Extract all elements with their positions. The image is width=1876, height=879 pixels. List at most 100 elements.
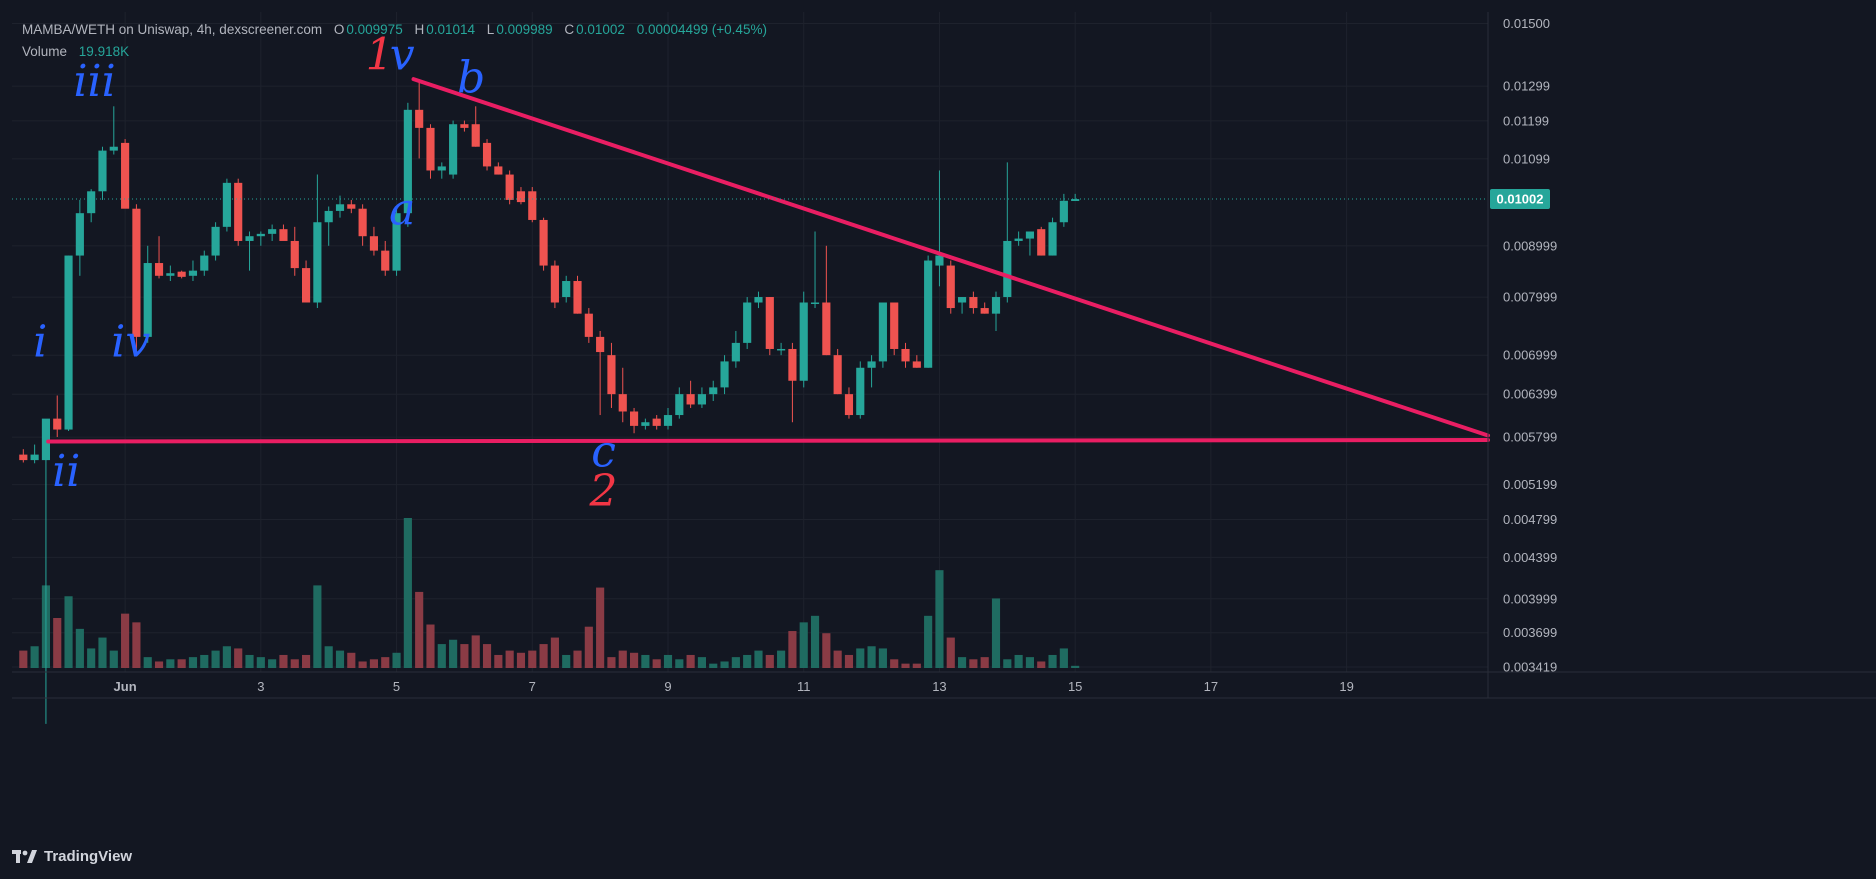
volume-bar (211, 650, 220, 668)
candle-body (188, 270, 198, 276)
candle-body (777, 348, 786, 351)
volume-bar (369, 659, 379, 668)
wave-label: ii (52, 446, 80, 497)
chart-frame[interactable]: i ii iii iv 1 v a b c 2 0.01500 0.01299 0.01199 0.01… (12, 12, 1876, 835)
volume-label: Volume (22, 44, 68, 59)
candle-body (912, 361, 921, 368)
volume-bar (743, 654, 752, 668)
volume-bar (777, 650, 786, 668)
candle-body (516, 191, 526, 203)
volume-bar (991, 598, 1001, 668)
volume-bar (720, 661, 729, 668)
volume-bar (109, 650, 118, 668)
volume-bar (222, 646, 231, 668)
volume-bar (234, 648, 243, 668)
candle-body (697, 394, 707, 405)
volume-bar (64, 596, 73, 668)
time-tick-label: 3 (257, 679, 264, 694)
price-tick-label: 0.01500 (1503, 16, 1550, 31)
wave-label: a (389, 185, 415, 236)
candle-body (607, 355, 616, 395)
volume-bar (754, 650, 763, 668)
candle-body (539, 219, 548, 266)
price-tick-label: 0.005199 (1503, 477, 1557, 492)
trendline-layer (46, 77, 1490, 444)
wave-label: 2 (589, 466, 618, 517)
volume-bar (268, 659, 277, 668)
price-tick-label: 0.005799 (1503, 430, 1557, 445)
candle-body (358, 208, 367, 237)
candle-body (449, 124, 458, 175)
candle-body (256, 233, 265, 237)
volume-bar (709, 663, 718, 668)
volume-bar (573, 650, 582, 668)
candle-body (132, 208, 141, 337)
volume-bar (1025, 657, 1035, 668)
volume-bar (957, 657, 967, 668)
candle-body (290, 240, 299, 269)
volume-bar (731, 657, 740, 668)
price-tick-label: 0.006999 (1503, 348, 1557, 363)
volume-bar (765, 654, 774, 668)
candle-body (369, 236, 379, 251)
candle-body (222, 182, 231, 227)
price-tick-label: 0.003999 (1503, 591, 1557, 606)
candle-body (980, 308, 989, 314)
candle-body (415, 109, 424, 128)
candle-body (1059, 200, 1068, 223)
candle-body (675, 394, 684, 416)
volume-bar (867, 646, 876, 668)
candle-layer (19, 79, 1080, 724)
candle-body (822, 302, 831, 356)
candle-body (720, 361, 729, 388)
volume-bar (290, 659, 299, 668)
candle-body (392, 213, 401, 271)
volume-bar (663, 654, 673, 668)
volume-bar (550, 637, 559, 668)
volume-bar (946, 637, 955, 668)
volume-bar (618, 650, 627, 668)
candle-body (166, 273, 175, 276)
low-label: L (486, 22, 495, 37)
volume-bar (335, 650, 345, 668)
open-label: O (333, 22, 345, 37)
volume-bar (1048, 654, 1057, 668)
volume-bar (1014, 654, 1023, 668)
candle-body (924, 260, 933, 368)
candle-body (584, 313, 593, 337)
candle-body (471, 124, 480, 147)
candle-body (64, 255, 73, 430)
tradingview-logo[interactable]: TradingView (12, 848, 132, 865)
volume-bar (347, 652, 356, 668)
volume-bar (697, 657, 707, 668)
volume-bar (143, 657, 152, 668)
volume-bar (132, 622, 141, 668)
volume-bar (1059, 648, 1068, 668)
time-tick-label: 17 (1204, 679, 1218, 694)
candle-body (957, 297, 967, 303)
candle-body (765, 297, 774, 349)
volume-bar (539, 644, 548, 668)
candle-body (890, 302, 899, 349)
candle-body (403, 109, 412, 214)
volume-bar (154, 661, 164, 668)
candle-body (856, 367, 865, 416)
volume-bar (562, 654, 571, 668)
candle-body (98, 150, 107, 192)
candle-body (1014, 238, 1023, 241)
time-tick-label: 5 (393, 679, 400, 694)
trendline-descending-resistance (411, 77, 1490, 438)
candle-body (245, 236, 254, 241)
time-tick-label: 19 (1339, 679, 1353, 694)
time-tick-label: Jun (114, 679, 137, 694)
wave-label: i (33, 316, 47, 367)
candle-body (1025, 231, 1035, 239)
candle-body (324, 210, 333, 223)
price-tick-label: 0.003699 (1503, 625, 1557, 640)
volume-bar (1071, 665, 1080, 668)
volume-bar (584, 626, 593, 668)
volume-value: 19.918K (78, 44, 130, 59)
volume-bar (449, 639, 458, 668)
